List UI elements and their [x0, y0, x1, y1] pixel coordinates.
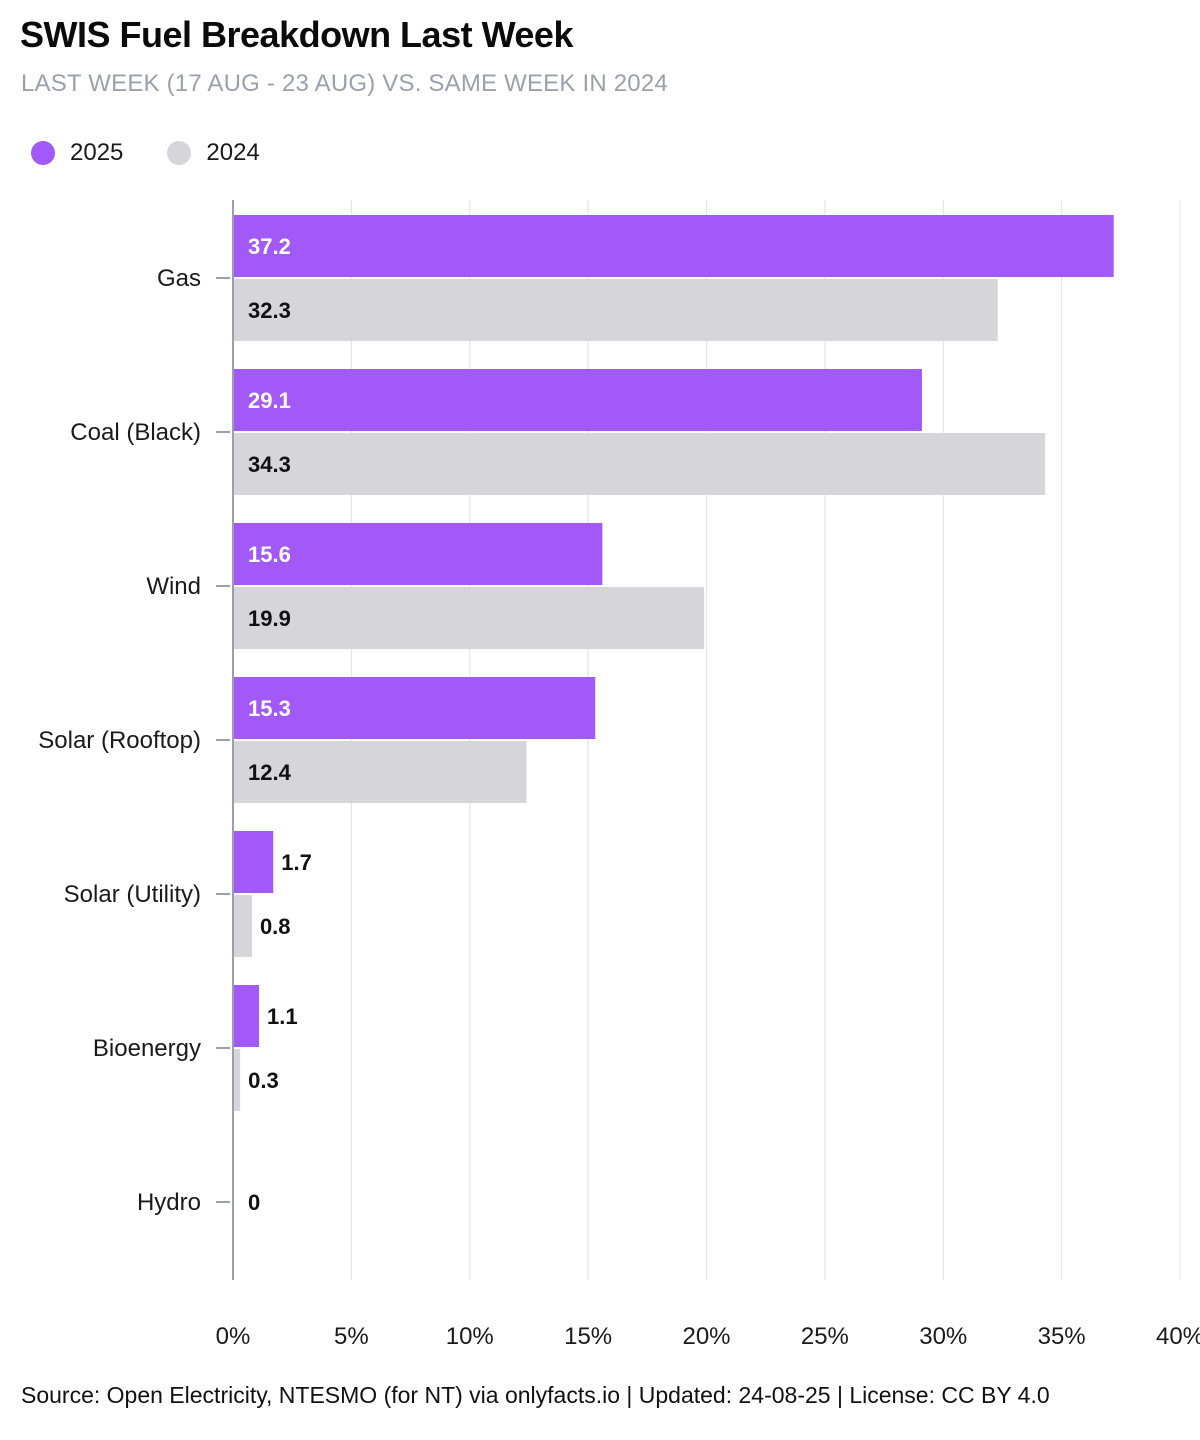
bar-2024 — [234, 279, 998, 341]
x-tick-label: 25% — [801, 1323, 849, 1350]
x-tick-label: 40% — [1156, 1323, 1200, 1350]
value-label-2024: 32.3 — [248, 298, 291, 323]
legend-label-2024: 2024 — [206, 139, 260, 166]
value-label-2024: 0.8 — [260, 914, 291, 939]
category-label: Coal (Black) — [70, 419, 201, 446]
x-tick-label: 30% — [919, 1323, 967, 1350]
value-label-2024: 34.3 — [248, 452, 291, 477]
value-label-2024: 19.9 — [248, 606, 291, 631]
legend-item-2025[interactable]: 2025 — [31, 139, 123, 167]
value-label-2024: 0.3 — [248, 1068, 279, 1093]
category-label: Gas — [157, 265, 201, 292]
bar-2024 — [234, 741, 527, 803]
category-label: Wind — [146, 573, 201, 600]
value-label-2025: 1.7 — [281, 850, 312, 875]
legend-swatch-2024 — [167, 141, 192, 165]
bar-2025 — [234, 985, 260, 1047]
value-label-2025: 1.1 — [267, 1004, 298, 1029]
x-tick-label: 5% — [334, 1323, 369, 1350]
legend-label-2025: 2025 — [70, 139, 124, 166]
category-label: Solar (Rooftop) — [38, 727, 201, 754]
value-label-2025: 0 — [248, 1190, 260, 1215]
legend: 2025 2024 — [31, 138, 304, 168]
chart-subtitle: LAST WEEK (17 AUG - 23 AUG) VS. SAME WEE… — [21, 70, 668, 97]
bar-2024 — [234, 433, 1046, 495]
x-tick-label: 20% — [682, 1323, 730, 1350]
source-note: Source: Open Electricity, NTESMO (for NT… — [21, 1382, 1050, 1408]
bar-2025 — [234, 523, 603, 585]
category-label: Hydro — [137, 1189, 201, 1216]
bar-2024 — [234, 895, 252, 957]
bar-2024 — [234, 587, 705, 649]
value-label-2025: 37.2 — [248, 234, 291, 259]
legend-item-2024[interactable]: 2024 — [167, 139, 260, 167]
bar-2025 — [234, 215, 1114, 277]
x-tick-label: 10% — [446, 1323, 494, 1350]
value-label-2025: 15.3 — [248, 696, 291, 721]
value-label-2024: 12.4 — [248, 760, 292, 785]
x-tick-label: 0% — [216, 1323, 251, 1350]
category-label: Bioenergy — [93, 1035, 201, 1062]
bar-2025 — [234, 677, 596, 739]
bar-2024 — [234, 1049, 241, 1111]
category-label: Solar (Utility) — [64, 881, 201, 908]
legend-swatch-2025 — [31, 141, 55, 165]
chart-title: SWIS Fuel Breakdown Last Week — [20, 14, 573, 55]
bar-2025 — [234, 369, 922, 431]
x-tick-label: 35% — [1038, 1323, 1086, 1350]
bar-2025 — [234, 831, 274, 893]
x-tick-label: 15% — [564, 1323, 612, 1350]
value-label-2025: 15.6 — [248, 542, 291, 567]
bar-chart: Gas 37.2 32.3 Coal (Black) 29.1 34.3 Wind 15.6 1… — [38, 200, 1200, 1350]
value-label-2025: 29.1 — [248, 388, 291, 413]
